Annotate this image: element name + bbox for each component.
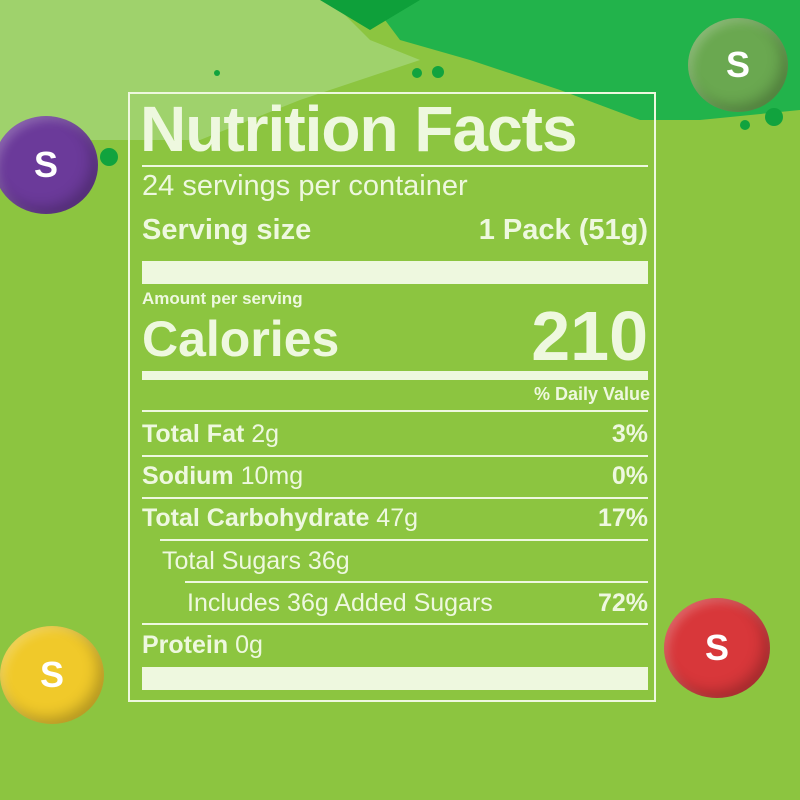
red-candy: S — [664, 598, 770, 698]
divider — [142, 165, 648, 167]
thick-bar — [142, 261, 648, 284]
divider — [185, 581, 648, 583]
nutrient-name: Sodium — [142, 462, 234, 490]
splash-dot — [412, 68, 422, 78]
candy-letter: S — [33, 144, 58, 185]
dv-sodium: 0% — [611, 462, 648, 490]
purple-candy: S — [0, 116, 98, 214]
divider — [142, 455, 648, 457]
servings-per-container: 24 servings per container — [142, 170, 468, 202]
yellow-candy: S — [0, 626, 104, 724]
thick-bar — [142, 667, 648, 690]
nutrient-amount: 47g — [376, 504, 419, 532]
divider — [142, 623, 648, 625]
label-title: Nutrition Facts — [140, 93, 578, 165]
splash-dot — [214, 70, 220, 76]
divider — [142, 497, 648, 499]
serving-size-value: 1 Pack (51g) — [478, 214, 648, 246]
dv-added-sugars: 72% — [597, 589, 648, 617]
candy-letter: S — [704, 627, 729, 668]
dv-total-fat: 3% — [611, 420, 648, 448]
row-sodium: Sodium 10mg — [142, 462, 303, 491]
row-total-carbohydrate: Total Carbohydrate 47g — [142, 504, 418, 533]
candy-letter: S — [725, 44, 750, 85]
daily-value-header: % Daily Value — [533, 384, 650, 404]
serving-size-label: Serving size — [142, 214, 312, 246]
splash-dot — [740, 120, 750, 130]
row-added-sugars: Includes 36g Added Sugars — [187, 589, 493, 617]
candy-letter: S — [39, 654, 64, 695]
splash-dot — [765, 108, 783, 126]
nutrient-amount: 0g — [235, 631, 263, 659]
splash-dot — [432, 66, 444, 78]
nutrient-amount: 10mg — [240, 462, 304, 490]
row-protein: Protein 0g — [142, 631, 263, 660]
row-total-sugars: Total Sugars 36g — [162, 547, 350, 575]
splash-dot — [100, 148, 118, 166]
divider — [142, 410, 648, 412]
amount-per-serving: Amount per serving — [142, 289, 303, 308]
row-total-fat: Total Fat 2g — [142, 420, 279, 449]
divider — [160, 539, 648, 541]
nutrition-facts-label — [128, 92, 656, 702]
green-candy: S — [688, 18, 788, 112]
nutrient-name: Total Carbohydrate — [142, 504, 370, 532]
calories-label: Calories — [142, 311, 340, 367]
medium-bar — [142, 371, 648, 380]
nutrient-amount: 2g — [251, 420, 280, 448]
dv-total-carbohydrate: 17% — [597, 504, 648, 532]
nutrient-name: Total Fat — [142, 420, 245, 448]
calories-value: 210 — [531, 297, 648, 375]
nutrient-name: Protein — [142, 631, 229, 659]
